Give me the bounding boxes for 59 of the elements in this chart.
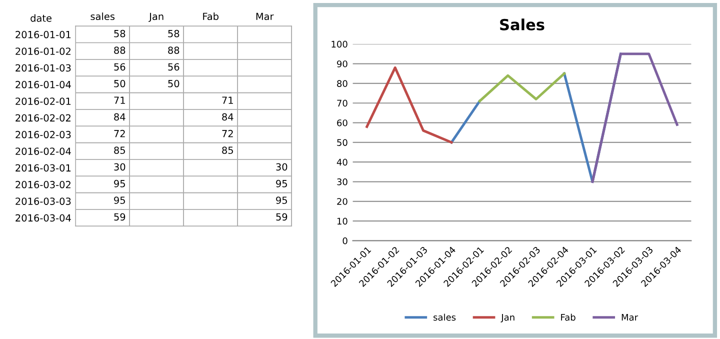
data-label: 95 xyxy=(276,180,287,188)
y-tick-label: 90 xyxy=(337,60,348,68)
text: date xyxy=(30,14,52,22)
line-series xyxy=(478,72,566,102)
y-tick-label: 2016-01-02 xyxy=(16,48,70,55)
y-tick-label: 2016-01-01 xyxy=(16,30,71,38)
y-tick-label: 2016-01-03 xyxy=(16,64,71,72)
data-label: 84 xyxy=(114,113,126,121)
data-label: 85 xyxy=(222,146,233,154)
y-tick-label: 2016-02-02 xyxy=(16,114,70,122)
y-tick-label: 2016-02-03 xyxy=(16,130,71,138)
data-label: 30 xyxy=(114,163,126,171)
y-tick-label: 100 xyxy=(332,40,348,48)
line-series xyxy=(366,66,453,144)
y-tick-label: 2016-03-01 xyxy=(16,164,71,172)
data-label: 50 xyxy=(168,80,180,88)
y-tick-label: 2016-03-02 xyxy=(16,180,70,188)
y-tick-label: 2016-03-04 xyxy=(16,214,71,222)
legend-label: Jan xyxy=(500,314,514,322)
y-tick-label: 10 xyxy=(337,218,348,225)
chart-title: Sales xyxy=(500,18,544,30)
y-tick-label: 40 xyxy=(336,158,348,166)
data-label: 58 xyxy=(168,30,180,38)
x-tick-label: Fab xyxy=(203,12,218,20)
data-label: 72 xyxy=(222,130,233,138)
y-tick-label: 70 xyxy=(337,100,348,107)
data-label: 58 xyxy=(114,30,126,38)
y-tick-label: 2016-02-01 xyxy=(16,98,71,105)
y-tick-label: 0 xyxy=(342,237,348,244)
legend-label: Mar xyxy=(622,314,638,321)
data-label: 72 xyxy=(114,130,125,138)
data-label: 88 xyxy=(168,46,180,54)
data-label: 85 xyxy=(114,146,125,154)
x-tick-label: Jan xyxy=(148,12,164,22)
data-label: 95 xyxy=(114,180,125,188)
y-tick-label: 30 xyxy=(337,178,348,186)
data-label: 95 xyxy=(276,196,287,204)
x-tick-label: Mar xyxy=(256,12,274,20)
legend-label: Fab xyxy=(561,314,576,321)
y-tick-label: 50 xyxy=(337,139,348,146)
y-tick-label: 20 xyxy=(337,198,348,205)
data-label: 95 xyxy=(114,196,125,204)
data-label: 71 xyxy=(114,96,125,104)
legend-label: sales xyxy=(434,314,456,321)
data-label: 30 xyxy=(276,163,288,171)
data-label: 59 xyxy=(276,213,288,221)
x-tick-label: sales xyxy=(90,12,115,20)
y-tick-label: 2016-03-03 xyxy=(16,198,71,205)
data-label: 50 xyxy=(114,80,126,88)
data-label: 56 xyxy=(168,63,180,71)
y-tick-label: 80 xyxy=(337,80,348,87)
data-label: 56 xyxy=(114,63,126,71)
y-tick-label: 2016-01-04 xyxy=(16,80,71,88)
y-tick-label: 2016-02-04 xyxy=(16,148,71,155)
data-label: 88 xyxy=(114,46,126,54)
y-tick-label: 60 xyxy=(337,119,348,126)
data-label: 59 xyxy=(114,213,126,221)
data-label: 71 xyxy=(222,96,233,104)
data-label: 84 xyxy=(222,113,234,121)
